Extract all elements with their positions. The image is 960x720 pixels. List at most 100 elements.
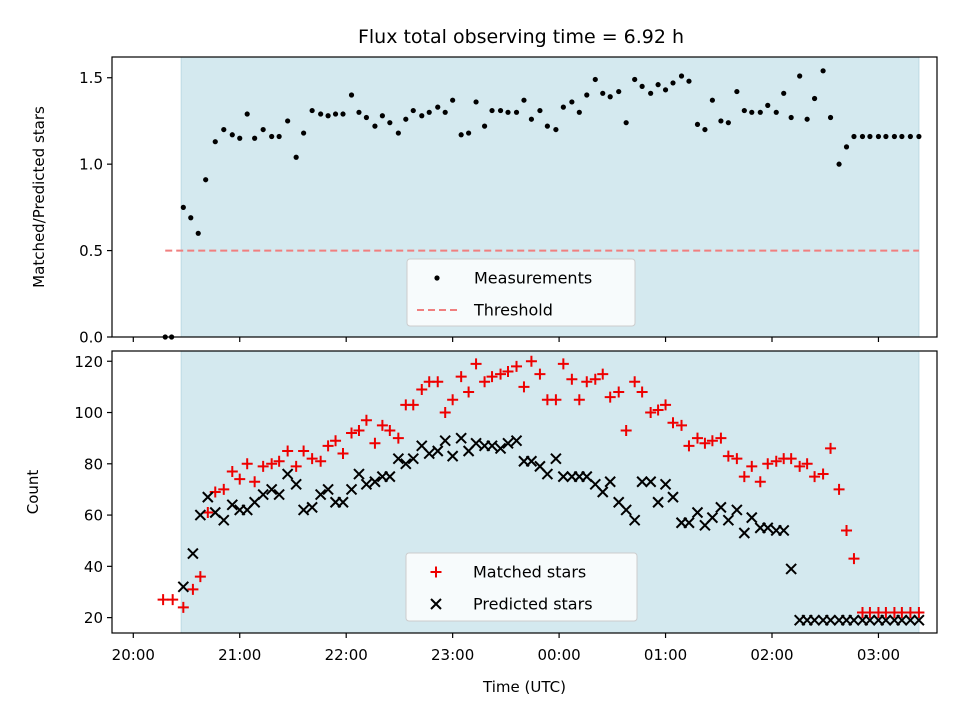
measurement-point [276, 133, 282, 140]
measurement-point [662, 87, 669, 93]
predicted-star-point [265, 483, 278, 496]
predicted-star-point [392, 452, 405, 465]
matched-star-point [502, 366, 514, 378]
measurement-point [318, 111, 324, 117]
matched-star-point [322, 440, 334, 452]
measurement-point [260, 126, 266, 133]
top-x-ticks [132, 337, 880, 342]
predicted-star-point [731, 504, 743, 516]
x-tick-label: 22:00 [325, 646, 368, 664]
matched-star-point [525, 355, 537, 367]
matched-star-point [187, 583, 199, 595]
measurement-point [757, 109, 763, 115]
measurement-point [749, 109, 755, 115]
predicted-star-point [281, 468, 294, 480]
measurement-point [616, 88, 622, 95]
matched-star-point [550, 394, 562, 406]
matched-star-point [848, 553, 860, 565]
matched-star-point [557, 358, 569, 370]
matched-star-point [511, 360, 523, 372]
measurement-point [293, 154, 299, 160]
matched-star-point [177, 601, 189, 613]
predicted-star-point [510, 435, 523, 447]
measurement-point [632, 76, 638, 83]
measurement-point [639, 83, 645, 89]
measurement-point [481, 123, 488, 129]
predicted-star-point [659, 478, 672, 491]
matched-star-point [266, 458, 278, 470]
measurement-point [528, 116, 535, 122]
predicted-star-point [218, 514, 230, 526]
predicted-star-point [290, 478, 302, 491]
measurement-point [285, 118, 291, 124]
predicted-star-point [628, 514, 641, 526]
legend-box [406, 258, 636, 327]
matched-star-point [486, 371, 498, 383]
matched-star-point [785, 453, 797, 465]
matched-star-point [706, 435, 718, 447]
measurement-point [473, 99, 479, 105]
predicted-star-point [257, 488, 269, 501]
matched-star-point [376, 419, 388, 431]
matched-star-point [645, 407, 657, 419]
matched-star-point [479, 376, 491, 388]
predicted-star-point [400, 458, 412, 470]
matched-stars-series [157, 355, 925, 618]
matched-star-point [667, 417, 679, 429]
matched-star-point [194, 571, 206, 583]
measurement-point [607, 94, 613, 100]
bottom-y-tick-label: 20 [84, 609, 103, 627]
measurement-point [229, 132, 235, 138]
measurement-point [702, 126, 708, 133]
bottom-y-tick-label: 60 [84, 507, 103, 525]
bottom-y-axis: 20 40 60 80 100 120 [74, 353, 112, 627]
chart-title: Flux total observing time = 6.92 h [358, 26, 684, 48]
matched-star-point [573, 394, 585, 406]
measurement-point [648, 90, 654, 96]
measurement-point [269, 133, 275, 140]
measurement-point [859, 133, 866, 140]
predicted-star-point [455, 432, 467, 444]
top-panel: 0.0 0.5 1.0 1.5 Matched/Predicted stars Mea… [30, 56, 938, 347]
matched-star-point [416, 383, 428, 395]
measurement-point [600, 90, 606, 96]
measurement-point [553, 126, 559, 133]
predicted-star-point [384, 470, 396, 483]
predicted-star-point [446, 450, 459, 462]
predicted-star-point [904, 614, 917, 626]
matched-star-point [330, 435, 342, 447]
matched-star-point [754, 476, 766, 488]
predicted-star-point [345, 483, 358, 496]
measurement-point [387, 120, 393, 126]
legend-box [405, 552, 638, 622]
measurement-point [544, 123, 550, 129]
top-y-axis: 0.0 0.5 1.0 1.5 [79, 69, 112, 347]
measurement-point [426, 109, 432, 115]
legend-measurements-marker [434, 275, 440, 281]
predicted-star-point [486, 440, 498, 452]
predicted-star-point [273, 488, 285, 501]
matched-star-point [809, 471, 821, 483]
matched-star-point [353, 424, 365, 436]
measurement-point [883, 133, 889, 140]
measurement-point [212, 139, 218, 145]
matched-star-point [346, 427, 358, 439]
matched-star-point [315, 455, 327, 467]
matched-star-point [636, 386, 648, 398]
measurement-point [584, 92, 590, 98]
predicted-star-point [297, 504, 310, 516]
measurement-point [875, 133, 882, 140]
predicted-star-point [691, 506, 704, 519]
predicted-star-point [667, 491, 679, 503]
predicted-star-point [177, 581, 190, 593]
matched-star-point [470, 358, 482, 370]
matched-star-point [913, 606, 925, 618]
matched-star-point [407, 399, 419, 411]
legend-label-measurements: Measurements [474, 269, 592, 288]
measurement-point [466, 130, 472, 136]
top-axes-frame [111, 56, 938, 338]
measurement-point [851, 133, 857, 140]
measurement-point [244, 111, 250, 117]
measurement-point [725, 120, 731, 126]
predicted-star-point [439, 435, 451, 447]
